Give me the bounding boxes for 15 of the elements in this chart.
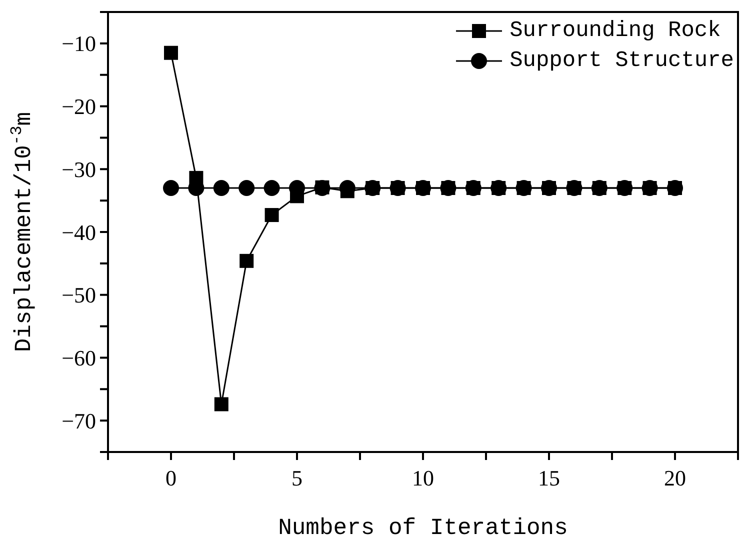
y-tick-label: −10 xyxy=(62,31,96,56)
x-tick-label: 20 xyxy=(664,466,686,491)
x-tick-label: 5 xyxy=(292,466,302,491)
y-tick-label: −50 xyxy=(62,282,96,308)
x-tick-label: 10 xyxy=(412,466,434,491)
x-tick-label: 0 xyxy=(166,466,176,491)
y-tick-label: −70 xyxy=(62,408,96,434)
legend-label: Support Structure xyxy=(510,47,734,75)
x-tick-label: 15 xyxy=(538,466,560,491)
y-tick-label: −20 xyxy=(62,94,96,120)
legend-label: Surrounding Rock xyxy=(510,17,721,45)
y-tick-label: −30 xyxy=(62,156,96,182)
x-axis-title: Numbers of Iterations xyxy=(278,515,568,541)
y-tick-label: −40 xyxy=(62,220,96,245)
y-tick-label: −60 xyxy=(62,346,96,371)
